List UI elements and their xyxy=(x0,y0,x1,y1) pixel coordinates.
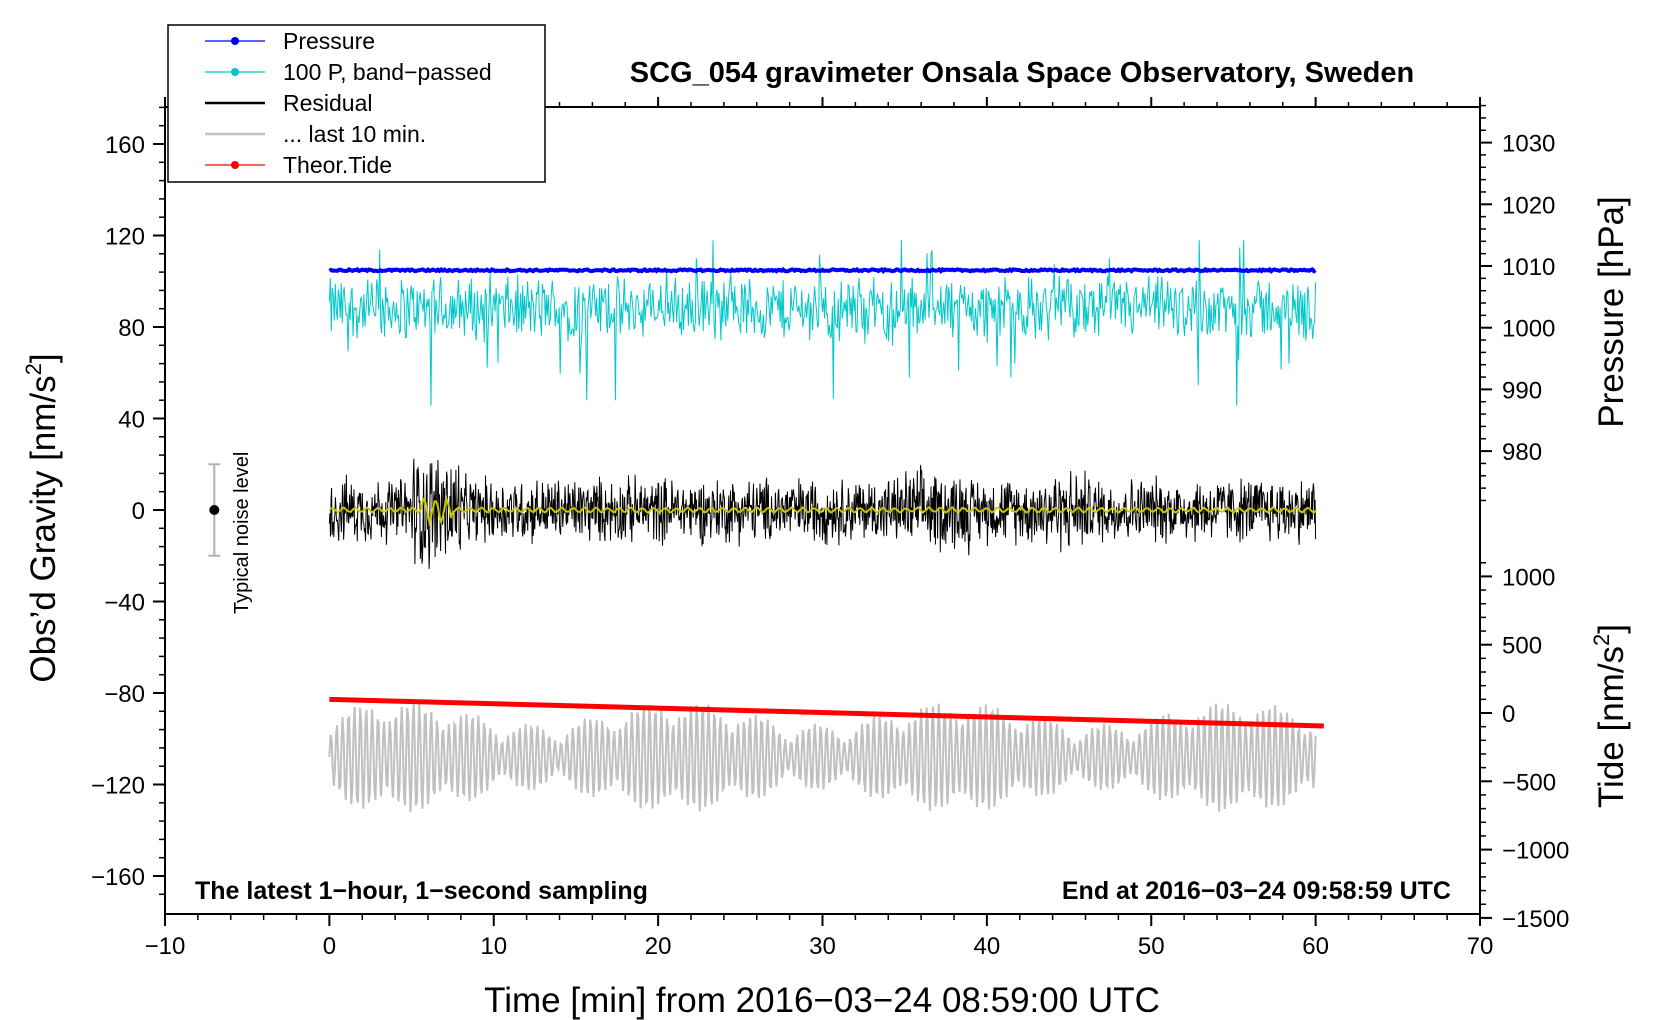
y-tick-label: −160 xyxy=(91,864,145,891)
x-tick-label: 40 xyxy=(974,933,1001,960)
y-axis-label-gravity-close: ] xyxy=(24,353,63,363)
legend-label: Theor.Tide xyxy=(283,152,392,178)
y-tick-label: −40 xyxy=(104,590,145,617)
x-tick-label: 10 xyxy=(480,933,507,960)
pressure-tick-label: 1020 xyxy=(1502,192,1555,219)
y-axis-label-gravity: Obs’d Gravity [nm/s2] xyxy=(21,353,63,682)
x-axis-label: Time [min] from 2016−03−24 08:59:00 UTC xyxy=(484,981,1160,1020)
pressure-tick-label: 980 xyxy=(1502,439,1542,466)
annotation-sampling: The latest 1−hour, 1−second sampling xyxy=(195,877,648,905)
series-pressure-line xyxy=(328,266,1317,274)
y-tick-label: 40 xyxy=(118,407,145,434)
x-tick-label: 20 xyxy=(645,933,672,960)
pressure-tick-label: 990 xyxy=(1502,377,1542,404)
series-layer xyxy=(328,240,1324,812)
series-bandpassed-line xyxy=(328,240,1317,406)
pressure-tick-label: 1030 xyxy=(1502,131,1555,158)
y-axis-label-tide: Tide [nm/s2] xyxy=(1589,624,1631,808)
y-axis-label-gravity-text: Obs’d Gravity [nm/s xyxy=(24,375,63,682)
y-axis-label-tide-sup: 2 xyxy=(1589,634,1614,646)
x-tick-label: 30 xyxy=(809,933,836,960)
legend-marker xyxy=(231,161,239,169)
legend: Pressure 100 P, band−passed Residual ... la… xyxy=(167,24,546,183)
y-tick-label: 0 xyxy=(132,498,145,525)
legend-label: Pressure xyxy=(283,28,375,54)
y-tick-label: 80 xyxy=(118,315,145,342)
legend-label: Residual xyxy=(283,90,373,116)
y-tick-label: −80 xyxy=(104,681,145,708)
series-smoothed-line xyxy=(328,494,1317,527)
x-tick-label: 50 xyxy=(1138,933,1165,960)
tide-tick-label: 0 xyxy=(1502,701,1515,728)
y-axis-label-tide-text: Tide [nm/s xyxy=(1592,646,1631,808)
y-tick-label: 160 xyxy=(105,132,145,159)
y-tick-label: 120 xyxy=(105,224,145,251)
pressure-tick-label: 1000 xyxy=(1502,316,1555,343)
series-tide-line xyxy=(329,696,1324,729)
legend-marker xyxy=(231,37,239,45)
y-axis-label-gravity-sup: 2 xyxy=(21,363,46,375)
chart-title: SCG_054 gravimeter Onsala Space Observat… xyxy=(630,57,1414,89)
legend-label: 100 P, band−passed xyxy=(283,59,492,85)
series-residual-line xyxy=(328,458,1317,569)
tide-tick-label: 500 xyxy=(1502,633,1542,660)
y-axis-label-pressure: Pressure [hPa] xyxy=(1592,196,1631,428)
pressure-tick-label: 1010 xyxy=(1502,254,1555,281)
noise-bar-point xyxy=(209,505,220,515)
tide-tick-label: −1500 xyxy=(1502,906,1569,933)
legend-marker xyxy=(231,68,239,76)
x-tick-label: 60 xyxy=(1302,933,1329,960)
legend-label: ... last 10 min. xyxy=(283,121,426,147)
tide-tick-label: −500 xyxy=(1502,769,1556,796)
x-tick-label: −10 xyxy=(145,933,186,960)
y-axis-label-tide-close: ] xyxy=(1592,624,1631,634)
axes-layer: −10 0 10 20 30 40 50 60 70−160−120−80−4004080120… xyxy=(91,97,1569,960)
tide-tick-label: −1000 xyxy=(1502,838,1569,865)
y-tick-label: −120 xyxy=(91,773,145,800)
x-tick-label: 70 xyxy=(1467,933,1494,960)
noise-label: Typical noise level xyxy=(231,452,253,614)
tide-tick-label: 1000 xyxy=(1502,564,1555,591)
noise-bar xyxy=(208,463,221,557)
annotation-end-time: End at 2016−03−24 09:58:59 UTC xyxy=(1062,877,1451,905)
x-tick-label: 0 xyxy=(323,933,336,960)
